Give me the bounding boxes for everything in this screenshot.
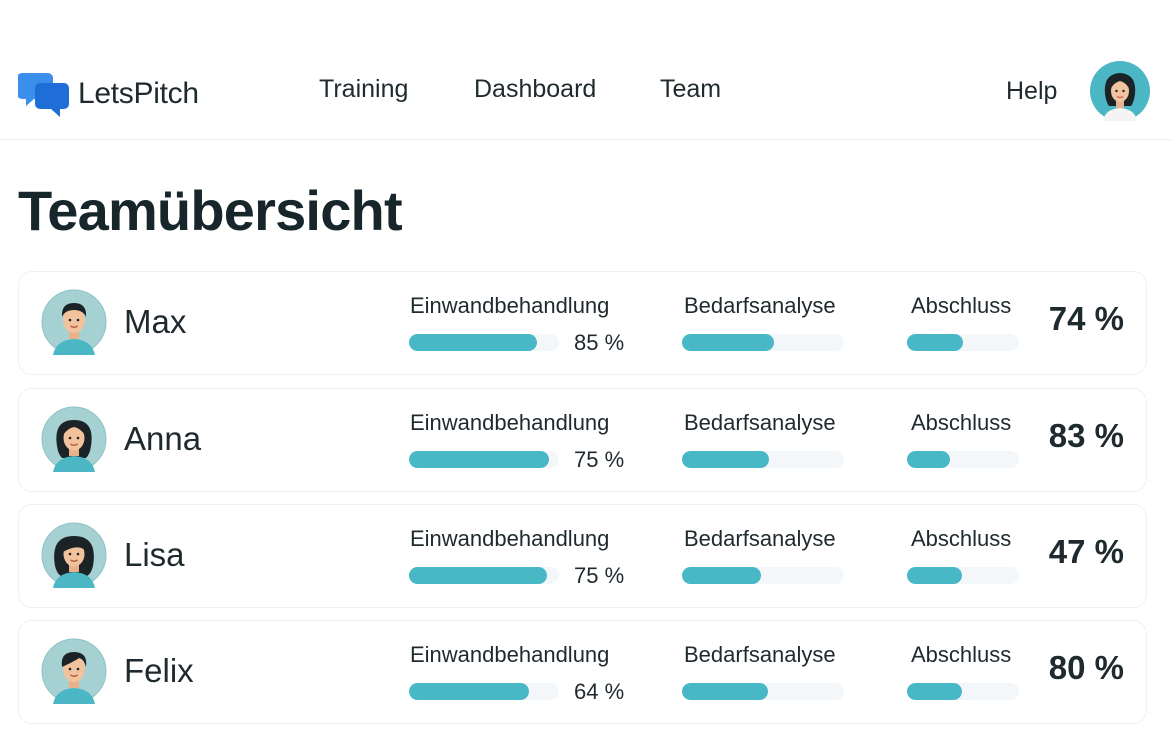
member-card[interactable]: Anna Einwandbehandlung 75 % Bedarfsanaly… (18, 388, 1147, 492)
einwand-value: 75 % (574, 447, 625, 472)
abschluss-progress-bar (907, 567, 1019, 584)
overall-score: 80 % (1048, 649, 1124, 686)
overall-score: 47 % (1048, 533, 1124, 570)
bedarf-progress-fill (682, 683, 768, 700)
brand-logo[interactable]: LetsPitch (18, 70, 199, 118)
user-avatar-icon[interactable] (1090, 61, 1150, 121)
male-avatar-icon (41, 289, 107, 355)
member-card[interactable]: Lisa Einwandbehandlung 75 % Bedarfsanaly… (18, 504, 1147, 608)
abschluss-progress-fill (907, 334, 963, 351)
skill-label-bedarf: Bedarfsanalyse (684, 526, 836, 551)
skill-label-bedarf: Bedarfsanalyse (684, 410, 836, 435)
female-avatar-icon (41, 406, 107, 472)
abschluss-progress-bar (907, 451, 1019, 468)
bedarf-progress-bar (682, 451, 844, 468)
member-name: Anna (124, 420, 202, 457)
abschluss-progress-fill (907, 451, 950, 468)
bedarf-progress-bar (682, 567, 844, 584)
einwand-value: 64 % (574, 679, 625, 704)
bedarf-progress-bar (682, 683, 844, 700)
skill-label-abschluss: Abschluss (911, 642, 1012, 667)
member-name: Lisa (124, 536, 185, 573)
skill-label-bedarf: Bedarfsanalyse (684, 293, 836, 318)
abschluss-progress-fill (907, 683, 962, 700)
einwand-value: 75 % (574, 563, 625, 588)
member-name: Felix (124, 652, 194, 689)
einwand-progress-fill (409, 683, 529, 700)
skill-label-einwand: Einwandbehandlung (410, 410, 610, 435)
skill-label-bedarf: Bedarfsanalyse (684, 642, 836, 667)
member-card[interactable]: Max Einwandbehandlung 85 % Bedarfsanalys… (18, 271, 1147, 375)
brand-name: LetsPitch (78, 77, 199, 110)
einwand-progress-bar (409, 683, 559, 700)
skill-label-einwand: Einwandbehandlung (410, 293, 610, 318)
member-name: Max (124, 303, 187, 340)
einwand-value: 85 % (574, 330, 625, 355)
chat-bubbles-icon (18, 73, 69, 117)
nav-help[interactable]: Help (1006, 77, 1058, 105)
female-avatar-icon (41, 522, 107, 588)
bedarf-progress-fill (682, 334, 775, 351)
skill-label-abschluss: Abschluss (911, 526, 1012, 551)
abschluss-progress-bar (907, 334, 1019, 351)
einwand-progress-fill (409, 334, 537, 351)
abschluss-progress-fill (907, 567, 962, 584)
einwand-progress-bar (409, 334, 559, 351)
skill-label-abschluss: Abschluss (911, 293, 1012, 318)
top-navbar: LetsPitch Training Dashboard Team Help (0, 44, 1172, 140)
bedarf-progress-fill (682, 451, 770, 468)
overall-score: 83 % (1048, 417, 1124, 454)
einwand-progress-fill (409, 567, 547, 584)
einwand-progress-fill (409, 451, 549, 468)
nav-training[interactable]: Training (319, 75, 409, 103)
abschluss-progress-bar (907, 683, 1019, 700)
nav-dashboard[interactable]: Dashboard (474, 75, 597, 103)
skill-label-abschluss: Abschluss (911, 410, 1012, 435)
member-card[interactable]: Felix Einwandbehandlung 64 % Bedarfsanal… (18, 620, 1147, 724)
page-title: Teamübersicht (18, 179, 403, 242)
bedarf-progress-bar (682, 334, 844, 351)
skill-label-einwand: Einwandbehandlung (410, 642, 610, 667)
male-avatar-icon (41, 638, 107, 704)
einwand-progress-bar (409, 567, 559, 584)
bedarf-progress-fill (682, 567, 762, 584)
skill-label-einwand: Einwandbehandlung (410, 526, 610, 551)
nav-team[interactable]: Team (660, 75, 722, 103)
einwand-progress-bar (409, 451, 559, 468)
overall-score: 74 % (1048, 300, 1124, 337)
